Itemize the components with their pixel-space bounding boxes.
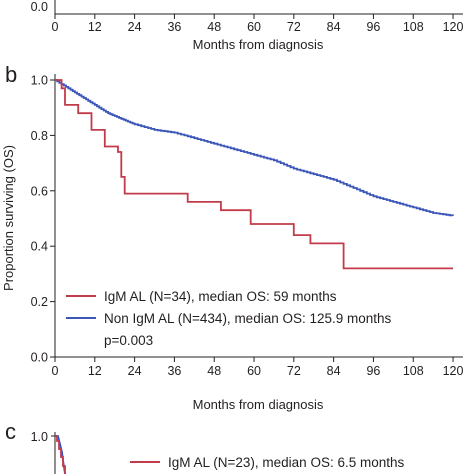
panel-b-x-tick-label: 36: [167, 364, 181, 378]
panel-a-x-tick-label: 120: [443, 20, 464, 34]
panel-a-x-tick-label: 72: [287, 20, 301, 34]
series-non-igm-al: [55, 79, 454, 217]
panel-b-legend: IgM AL (N=34), median OS: 59 months Non …: [66, 289, 392, 348]
panel-b-y-tick-label: 0.2: [31, 295, 48, 309]
panel-a-x-tick-label: 60: [247, 20, 261, 34]
panel-a-x-tick-label: 84: [327, 20, 341, 34]
panel-a: 0.0 0 12 24 36 48 60 72 84 96 108 120 Months from …: [31, 0, 464, 52]
panel-b-x-tick-label: 48: [207, 364, 221, 378]
panel-b-x-tick-label: 24: [128, 364, 142, 378]
legend-label-non-igm: Non IgM AL (N=434), median OS: 125.9 mon…: [104, 311, 392, 326]
panel-b-axes: 0.0 0.2 0.4 0.6 0.8 1.0 0 12 24 36 48 60 72 84 96 108 12…: [31, 74, 464, 379]
panel-b-y-tick-label: 0.8: [31, 129, 48, 143]
panel-a-x-label: Months from diagnosis: [193, 37, 324, 52]
panel-b-x-tick-label: 60: [247, 364, 261, 378]
panel-b-x-tick-label: 108: [403, 364, 424, 378]
panel-c-letter: c: [5, 419, 16, 444]
panel-c-y-tick: 1.0: [31, 430, 48, 444]
panel-b-x-tick-label: 72: [287, 364, 301, 378]
panel-b-x-tick-label: 84: [327, 364, 341, 378]
panel-a-x-tick-label: 36: [167, 20, 181, 34]
panel-b-y-label: Proportion surviving (OS): [1, 145, 16, 291]
panel-a-x-tick-label: 0: [52, 20, 59, 34]
panel-a-x-tick-label: 24: [128, 20, 142, 34]
panel-b-series: [55, 79, 454, 270]
panel-c-series-red: [55, 435, 66, 474]
panel-b: b Proportion surviving (OS) 0.0 0.2 0.4 0.6…: [1, 62, 464, 412]
panel-b-y-tick-label: 0.6: [31, 184, 48, 198]
legend-label-c-igm: IgM AL (N=23), median OS: 6.5 months: [168, 455, 404, 470]
panel-a-x-tick-label: 12: [88, 20, 102, 34]
panel-b-x-tick-label: 120: [443, 364, 464, 378]
panel-b-x-tick-label: 0: [52, 364, 59, 378]
series-igm-al: [55, 79, 453, 270]
panel-b-y-tick-label: 0.4: [31, 240, 48, 254]
p-value-annotation: p=0.003: [104, 333, 153, 348]
panel-c: c 1.0 IgM AL (N=23), median OS: 6.5 mont…: [5, 419, 404, 474]
legend-label-igm: IgM AL (N=34), median OS: 59 months: [104, 289, 337, 304]
panel-b-y-tick-label: 0.0: [31, 351, 48, 365]
panel-a-x-tick-label: 48: [207, 20, 221, 34]
panel-b-y-tick-label: 1.0: [31, 74, 48, 88]
panel-b-letter: b: [5, 62, 17, 87]
panel-a-y-tick: 0.0: [31, 0, 48, 14]
panel-a-x-tick-label: 96: [366, 20, 380, 34]
panel-a-x-tick-label: 108: [403, 20, 424, 34]
panel-b-x-tick-label: 12: [88, 364, 102, 378]
panel-b-x-tick-label: 96: [366, 364, 380, 378]
panel-b-x-label: Months from diagnosis: [193, 397, 324, 412]
panel-a-x-axis: 0 12 24 36 48 60 72 84 96 108 120: [52, 0, 464, 34]
